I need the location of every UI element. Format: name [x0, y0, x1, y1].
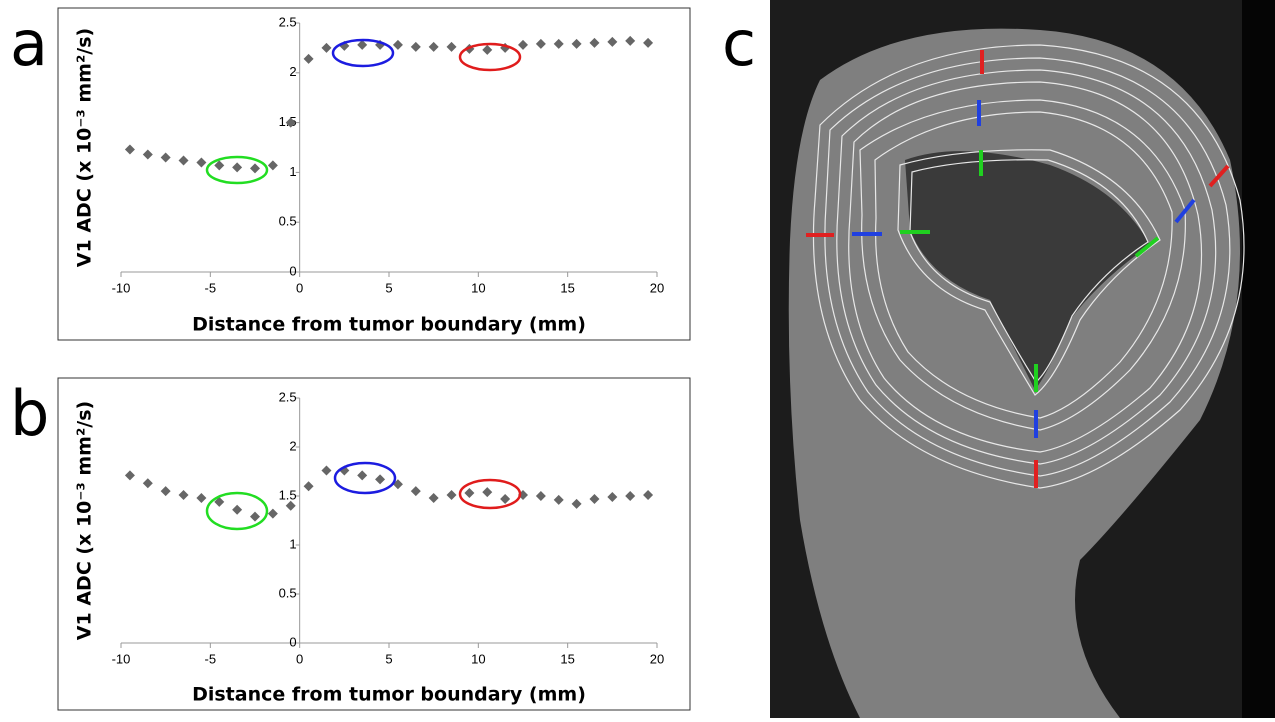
y-tick-label: 0 — [289, 634, 296, 649]
y-tick-label: 0.5 — [279, 214, 297, 229]
x-tick-label: -5 — [205, 651, 217, 666]
x-tick-label: 10 — [471, 651, 485, 666]
y-tick-label: 2 — [289, 438, 296, 453]
x-tick-label: 20 — [650, 651, 664, 666]
y-tick-label: 0.5 — [279, 585, 297, 600]
x-tick-label: 15 — [560, 651, 574, 666]
y-tick-label: 2 — [289, 64, 296, 79]
y-tick-label: 2.5 — [279, 14, 297, 29]
y-axis-title: V1 ADC (x 10⁻³ mm²/s) — [74, 401, 96, 640]
panel-label: a — [10, 7, 48, 80]
mri-image — [770, 0, 1275, 718]
x-tick-label: 0 — [296, 651, 303, 666]
x-axis-title: Distance from tumor boundary (mm) — [192, 684, 586, 706]
y-tick-label: 1 — [289, 536, 296, 551]
chart-frame — [58, 8, 690, 340]
x-tick-label: -5 — [205, 280, 217, 295]
panel-label: c — [722, 7, 756, 80]
x-tick-label: -10 — [112, 280, 131, 295]
x-tick-label: 0 — [296, 280, 303, 295]
y-tick-label: 0 — [289, 263, 296, 278]
y-axis-title: V1 ADC (x 10⁻³ mm²/s) — [74, 28, 96, 267]
x-tick-label: -10 — [112, 651, 131, 666]
figure: c -10-50510152000.511.522.5Distance from… — [0, 0, 1275, 718]
chart-frame — [58, 378, 690, 710]
x-tick-label: 15 — [560, 280, 574, 295]
y-tick-label: 1.5 — [279, 487, 297, 502]
x-tick-label: 20 — [650, 280, 664, 295]
x-tick-label: 5 — [385, 280, 392, 295]
panel-label: b — [10, 377, 49, 450]
x-tick-label: 10 — [471, 280, 485, 295]
y-tick-label: 2.5 — [279, 389, 297, 404]
x-tick-label: 5 — [385, 651, 392, 666]
y-tick-label: 1 — [289, 164, 296, 179]
x-axis-title: Distance from tumor boundary (mm) — [192, 314, 586, 336]
